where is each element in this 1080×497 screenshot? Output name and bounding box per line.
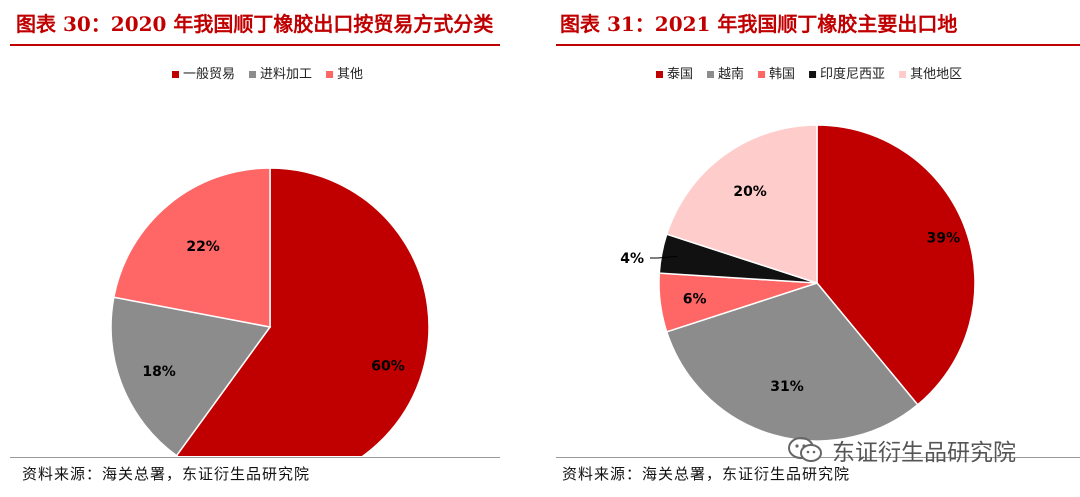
pie-slice: [110, 296, 272, 456]
pie-slice: [816, 124, 976, 406]
title-divider: [10, 44, 500, 46]
pie-slice: [112, 167, 271, 328]
data-label: 22%: [186, 239, 220, 255]
leader-line: [650, 255, 678, 259]
legend-label: 泰国: [667, 67, 693, 82]
pie-slice: [665, 282, 919, 442]
data-label: 20%: [733, 184, 767, 200]
title-divider: [556, 44, 1080, 46]
legend-swatch: [707, 71, 715, 78]
watermark-text: 东证衍生品研究院: [832, 440, 1016, 466]
chart-title: 图表 31：2021 年我国顺丁橡胶主要出口地: [560, 12, 958, 36]
legend-item: 进料加工: [249, 67, 312, 82]
source-divider: [10, 457, 500, 458]
data-label: 4%: [620, 251, 644, 267]
legend-label: 印度尼西亚: [820, 66, 885, 82]
pie-slice: [175, 167, 430, 456]
legend-item: 其他: [326, 67, 363, 82]
legend-swatch: [326, 71, 334, 78]
source-note: 资料来源：海关总署，东证衍生品研究院: [22, 465, 311, 483]
legend-label: 进料加工: [260, 67, 312, 82]
legend-item: 越南: [707, 66, 744, 82]
legend-label: 其他: [337, 67, 363, 82]
source-note: 资料来源：海关总署，东证衍生品研究院: [562, 465, 851, 483]
watermark: 东证衍生品研究院: [786, 430, 1016, 470]
data-label: 31%: [770, 379, 804, 395]
legend-item: 韩国: [758, 67, 795, 82]
legend-swatch: [758, 71, 766, 78]
legend-swatch: [899, 71, 907, 78]
legend-item: 其他地区: [899, 67, 962, 82]
data-label: 6%: [683, 291, 707, 307]
pie-slice: [665, 124, 818, 285]
chart-title: 图表 30：2020 年我国顺丁橡胶出口按贸易方式分类: [16, 12, 494, 36]
legend-item: 一般贸易: [172, 66, 235, 82]
legend-item: 印度尼西亚: [809, 66, 885, 82]
legend-label: 韩国: [769, 67, 795, 82]
legend-item: 泰国: [656, 67, 693, 82]
data-label: 60%: [371, 358, 405, 374]
pie-chart-export-destination: 泰国 越南 韩国 印度尼西亚 其他地区 39% 31% 6% 4% 20%: [620, 66, 976, 442]
legend-label: 越南: [718, 66, 744, 82]
data-label: 18%: [142, 364, 176, 380]
legend-swatch: [656, 71, 663, 78]
legend-label: 其他地区: [910, 67, 962, 82]
pie-chart-trade-mode: 一般贸易 进料加工 其他 60% 18% 22%: [110, 66, 430, 456]
legend-swatch: [249, 71, 257, 78]
wechat-icon: [788, 437, 822, 462]
legend-swatch: [809, 71, 817, 78]
data-label: 39%: [927, 231, 961, 247]
legend-swatch: [172, 71, 179, 78]
chart-panel-export-destination: 图表 31：2021 年我国顺丁橡胶主要出口地 泰国 越南 韩国 印度尼西亚 其他地区 3…: [556, 0, 1080, 497]
chart-panel-trade-mode: 图表 30：2020 年我国顺丁橡胶出口按贸易方式分类 一般贸易 进料加工 其他 60…: [0, 0, 528, 497]
legend-label: 一般贸易: [183, 66, 235, 82]
